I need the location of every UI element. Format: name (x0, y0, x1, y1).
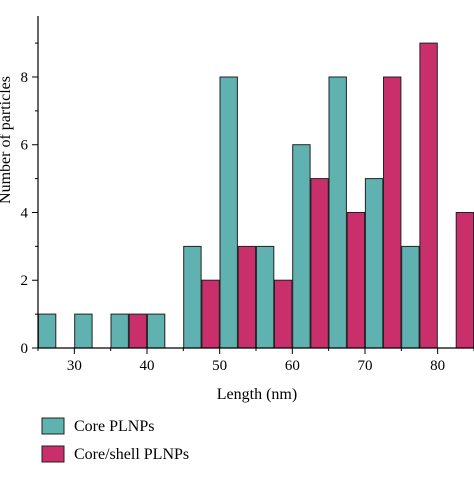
bar-core-shell-72.5 (384, 77, 401, 348)
bar-core-shell-52.5 (238, 246, 255, 348)
legend: Core PLNPs Core/shell PLNPs (42, 418, 189, 463)
legend-swatch-core (42, 418, 64, 434)
x-tick-label-60: 60 (285, 358, 300, 374)
legend-label-core: Core PLNPs (74, 418, 154, 435)
bars-group (38, 43, 473, 348)
y-tick-label-8: 8 (21, 70, 29, 86)
x-axis-label: Length (nm) (217, 386, 297, 403)
bar-core-shell-37.5 (129, 314, 146, 348)
legend-label-core-shell: Core/shell PLNPs (74, 446, 189, 463)
bar-core-32.5 (75, 314, 92, 348)
bar-core-shell-47.5 (202, 280, 219, 348)
bar-core-27.5 (38, 314, 55, 348)
y-tick-label-6: 6 (21, 138, 29, 154)
y-tick-label-4: 4 (21, 205, 29, 221)
x-tick-label-80: 80 (430, 358, 445, 374)
x-tick-label-40: 40 (140, 358, 155, 374)
bar-core-67.5 (329, 77, 346, 348)
y-tick-label-0: 0 (21, 341, 29, 357)
bar-core-shell-62.5 (311, 179, 328, 348)
x-tick-label-50: 50 (212, 358, 227, 374)
bar-core-62.5 (293, 145, 310, 348)
x-tick-label-30: 30 (67, 358, 82, 374)
bar-core-shell-77.5 (420, 43, 437, 348)
bar-core-shell-67.5 (347, 213, 364, 349)
bar-core-shell-57.5 (275, 280, 292, 348)
legend-swatch-core-shell (42, 446, 64, 462)
y-tick-label-2: 2 (21, 273, 29, 289)
bar-core-47.5 (184, 246, 201, 348)
bar-core-shell-82.5 (456, 213, 473, 349)
bar-core-52.5 (220, 77, 237, 348)
bar-core-57.5 (256, 246, 273, 348)
bar-core-37.5 (111, 314, 128, 348)
bar-core-72.5 (365, 179, 382, 348)
bar-core-42.5 (147, 314, 164, 348)
y-axis-label: Number of particles (0, 76, 14, 204)
bar-core-77.5 (402, 246, 419, 348)
x-tick-label-70: 70 (358, 358, 373, 374)
